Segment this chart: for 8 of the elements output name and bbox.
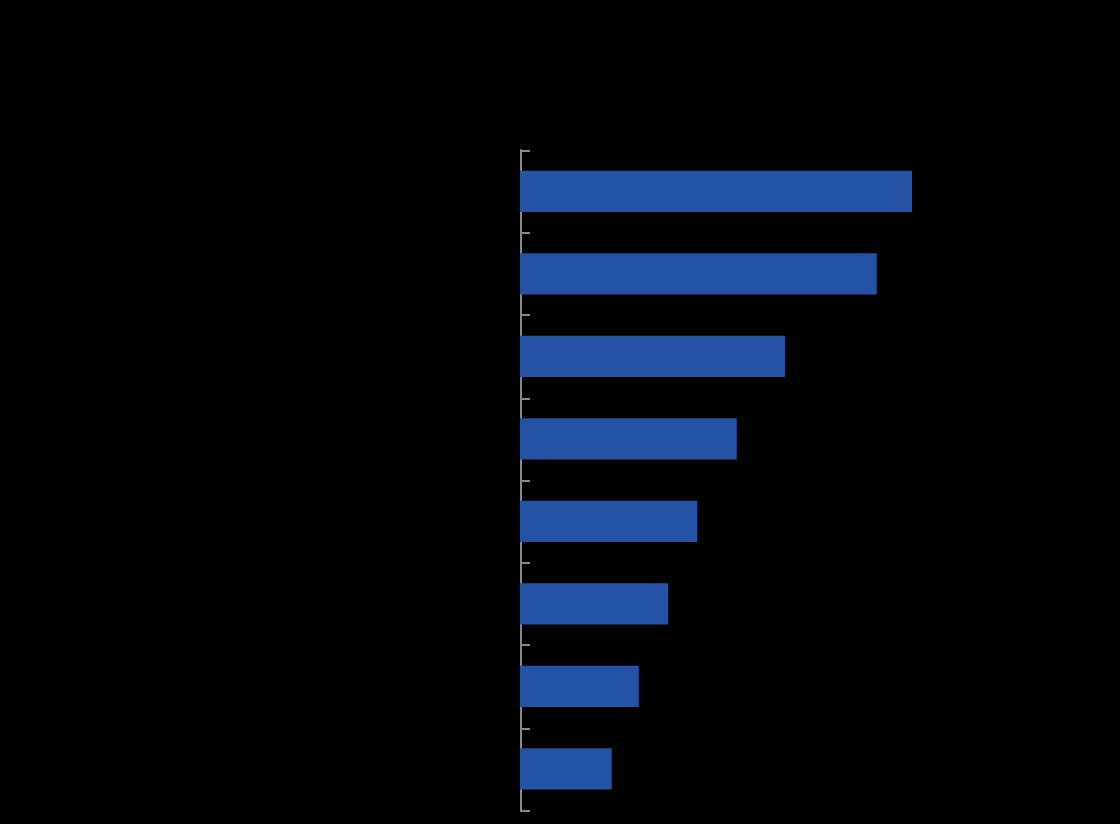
bar [520, 335, 785, 377]
bar [520, 418, 737, 460]
bar [520, 583, 669, 625]
bar [520, 748, 612, 790]
bar [520, 500, 698, 542]
bar [520, 253, 877, 295]
bar [520, 665, 639, 707]
bar [520, 170, 912, 212]
